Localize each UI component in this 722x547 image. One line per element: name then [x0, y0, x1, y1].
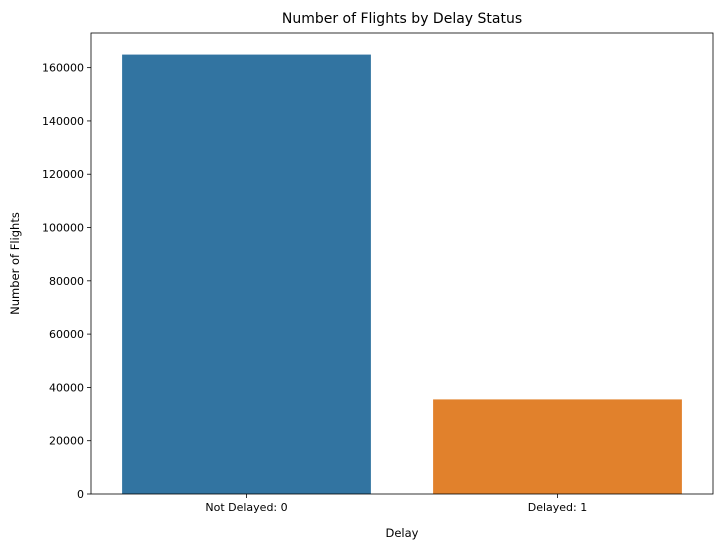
bars-group — [122, 54, 682, 495]
y-tick-label-6: 120000 — [42, 168, 84, 181]
chart-title: Number of Flights by Delay Status — [282, 11, 522, 27]
y-tick-label-3: 60000 — [49, 328, 84, 341]
x-axis-ticks: Not Delayed: 0 Delayed: 1 — [205, 494, 587, 514]
y-tick-label-5: 100000 — [42, 222, 84, 235]
y-tick-label-7: 140000 — [42, 115, 84, 128]
x-axis-label: Delay — [386, 526, 419, 540]
x-tick-label-1: Delayed: 1 — [528, 501, 588, 514]
y-tick-label-8: 160000 — [42, 62, 84, 75]
y-axis-label: Number of Flights — [8, 212, 22, 315]
y-tick-label-2: 40000 — [49, 381, 84, 394]
bar-1 — [433, 399, 682, 494]
plot-frame — [90, 32, 714, 495]
x-tick-label-0: Not Delayed: 0 — [205, 501, 287, 514]
y-tick-label-4: 80000 — [49, 275, 84, 288]
bar-0 — [122, 54, 371, 495]
y-axis-ticks: 0 20000 40000 60000 80000 100000 120000 140000 1… — [42, 62, 91, 501]
y-tick-label-1: 20000 — [49, 435, 84, 448]
y-tick-label-0: 0 — [77, 488, 84, 501]
